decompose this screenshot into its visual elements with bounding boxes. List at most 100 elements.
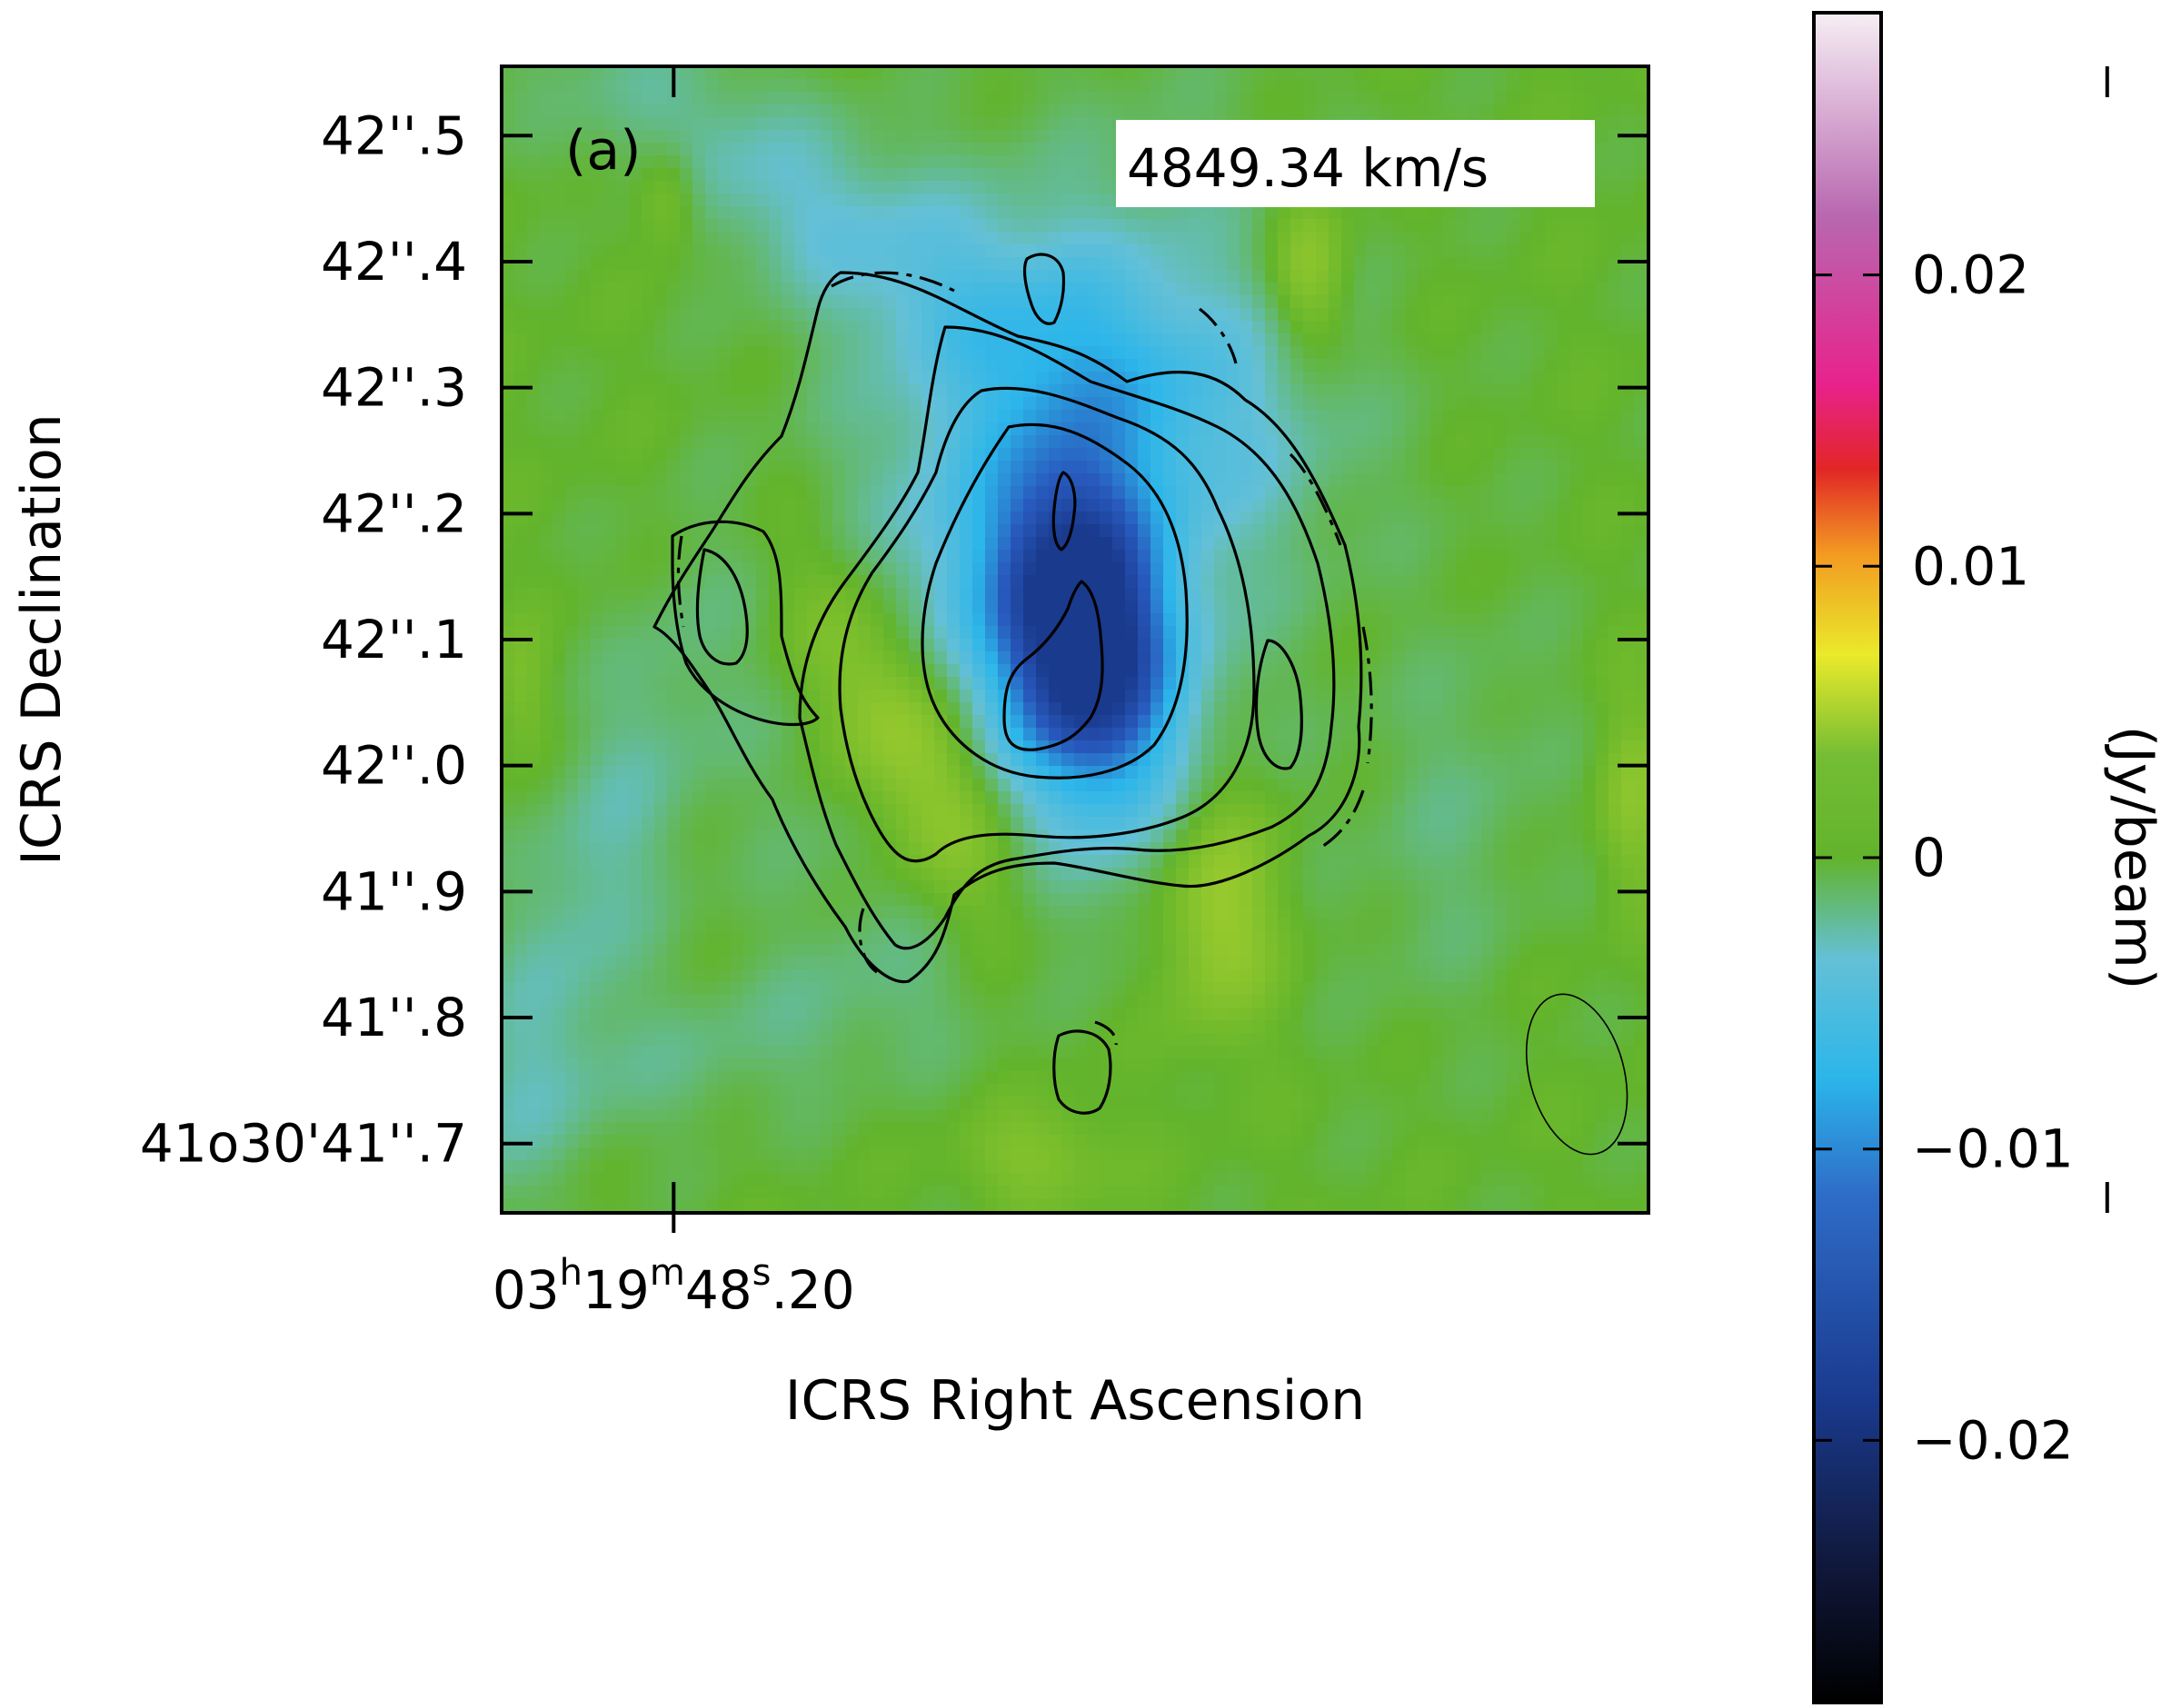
map-pixel bbox=[1405, 499, 1419, 512]
map-pixel bbox=[960, 206, 973, 220]
map-pixel bbox=[960, 244, 973, 258]
map-pixel bbox=[1163, 588, 1177, 601]
map-pixel bbox=[1240, 397, 1253, 411]
map-pixel bbox=[1061, 575, 1075, 589]
map-pixel bbox=[743, 104, 757, 118]
map-pixel bbox=[603, 359, 617, 372]
map-pixel bbox=[1023, 639, 1037, 652]
map-pixel bbox=[972, 92, 986, 105]
map-pixel bbox=[616, 117, 630, 131]
map-pixel bbox=[769, 257, 782, 271]
map-pixel bbox=[1621, 524, 1635, 538]
map-pixel bbox=[1494, 677, 1508, 690]
map-pixel bbox=[1405, 104, 1419, 118]
map-pixel bbox=[527, 715, 541, 729]
map-pixel bbox=[1469, 372, 1482, 385]
map-pixel bbox=[743, 308, 757, 322]
map-pixel bbox=[705, 601, 719, 614]
map-pixel bbox=[1456, 270, 1469, 283]
map-pixel bbox=[820, 728, 833, 741]
map-pixel bbox=[1087, 575, 1100, 589]
map-pixel bbox=[782, 562, 795, 576]
map-pixel bbox=[1341, 499, 1355, 512]
map-pixel bbox=[642, 550, 655, 563]
map-pixel bbox=[934, 117, 948, 131]
map-pixel bbox=[782, 588, 795, 601]
map-pixel bbox=[1596, 206, 1609, 220]
map-pixel bbox=[794, 79, 808, 93]
map-pixel bbox=[820, 295, 833, 309]
map-pixel bbox=[769, 753, 782, 767]
map-pixel bbox=[1379, 613, 1393, 627]
map-pixel bbox=[1201, 677, 1215, 690]
map-pixel bbox=[1583, 66, 1597, 80]
map-pixel bbox=[731, 130, 744, 144]
map-pixel bbox=[1354, 359, 1368, 372]
map-pixel bbox=[820, 130, 833, 144]
map-pixel bbox=[692, 473, 706, 487]
map-pixel bbox=[1608, 690, 1622, 703]
map-pixel bbox=[807, 511, 821, 525]
map-pixel bbox=[985, 66, 999, 80]
map-pixel bbox=[731, 295, 744, 309]
map-pixel bbox=[1456, 410, 1469, 423]
map-pixel bbox=[1418, 92, 1431, 105]
map-pixel bbox=[820, 104, 833, 118]
map-pixel bbox=[1608, 422, 1622, 436]
map-pixel bbox=[1125, 499, 1139, 512]
map-pixel bbox=[1621, 715, 1635, 729]
map-pixel bbox=[1227, 499, 1240, 512]
map-pixel bbox=[1354, 92, 1368, 105]
map-pixel bbox=[1036, 79, 1050, 93]
map-pixel bbox=[947, 181, 961, 194]
map-pixel bbox=[909, 143, 922, 156]
map-pixel bbox=[1469, 283, 1482, 296]
map-pixel bbox=[769, 588, 782, 601]
map-pixel bbox=[1341, 372, 1355, 385]
map-pixel bbox=[756, 359, 770, 372]
map-pixel bbox=[1074, 651, 1088, 665]
map-pixel bbox=[1379, 359, 1393, 372]
map-pixel bbox=[998, 575, 1011, 589]
map-pixel bbox=[947, 613, 961, 627]
map-pixel bbox=[1278, 384, 1291, 398]
map-pixel bbox=[1036, 588, 1050, 601]
map-pixel bbox=[1481, 588, 1495, 601]
map-pixel bbox=[1329, 397, 1342, 411]
map-pixel bbox=[565, 206, 579, 220]
map-pixel bbox=[1392, 359, 1406, 372]
map-pixel bbox=[1494, 295, 1508, 309]
map-pixel bbox=[1583, 321, 1597, 334]
map-pixel bbox=[1545, 575, 1559, 589]
map-pixel bbox=[680, 333, 693, 347]
map-pixel bbox=[1150, 346, 1164, 360]
map-pixel bbox=[1011, 537, 1024, 551]
map-pixel bbox=[782, 155, 795, 169]
map-pixel bbox=[692, 104, 706, 118]
map-pixel bbox=[1100, 537, 1113, 551]
map-pixel bbox=[1189, 651, 1202, 665]
map-pixel bbox=[1100, 66, 1113, 80]
map-pixel bbox=[807, 499, 821, 512]
map-pixel bbox=[1290, 308, 1304, 322]
map-pixel bbox=[1507, 702, 1520, 716]
map-pixel bbox=[1379, 702, 1393, 716]
map-pixel bbox=[896, 384, 910, 398]
map-pixel bbox=[1290, 283, 1304, 296]
map-pixel bbox=[1214, 206, 1228, 220]
map-pixel bbox=[1469, 206, 1482, 220]
map-pixel bbox=[858, 422, 871, 436]
map-pixel bbox=[871, 244, 884, 258]
map-pixel bbox=[1303, 219, 1317, 233]
map-pixel bbox=[540, 435, 553, 449]
map-pixel bbox=[1545, 601, 1559, 614]
map-pixel bbox=[1367, 626, 1380, 640]
map-pixel bbox=[883, 155, 897, 169]
map-pixel bbox=[1227, 575, 1240, 589]
map-pixel bbox=[578, 117, 592, 131]
map-pixel bbox=[1036, 486, 1050, 500]
map-pixel bbox=[1087, 333, 1100, 347]
map-pixel bbox=[667, 397, 681, 411]
map-pixel bbox=[629, 194, 642, 207]
map-pixel bbox=[1100, 194, 1113, 207]
